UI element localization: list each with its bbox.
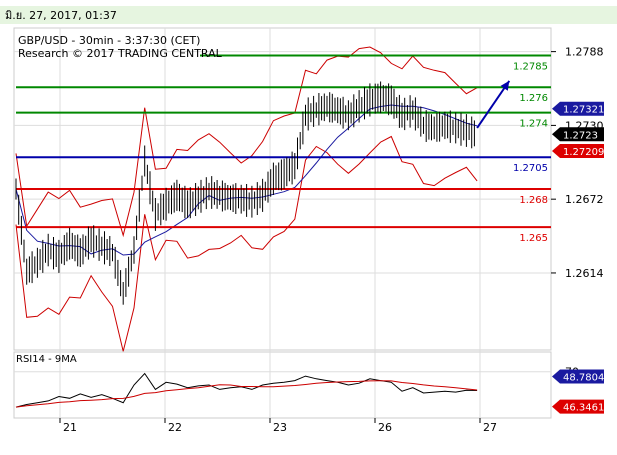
date-header-bar [0,6,617,24]
bollinger-upper-line [15,46,478,238]
chart-title: GBP/USD - 30min - 3:37:30 (CET) [18,34,200,47]
x-tick-label: 22 [168,421,182,434]
price-tag-upper-bg [552,101,604,116]
price-tag-current-text: 1.2723 [563,130,598,141]
price-tag-current-bg [552,127,604,142]
rsi-tag-lower-bg [552,399,604,414]
key-levels: 1.2785 1.276 1.274 1.2705 1.268 1.265 [16,54,551,244]
rsi-series [15,372,478,408]
forecast-arrow-head [500,80,510,91]
level-label: 1.2785 [513,61,548,72]
rsi-title: RSI14 - 9MA [16,354,77,365]
chart-subtitle: Research © 2017 TRADING CENTRAL [18,47,223,60]
date-header-text: มิ.ย. 27, 2017, 01:37 [5,9,117,22]
rsi-ma-line [15,380,478,408]
rsi-line [15,372,478,408]
x-tick-label: 23 [273,421,287,434]
price-tag-lower-bg [552,143,604,158]
level-label: 1.2705 [513,163,548,174]
rsi-tag-upper-text: 48.7804 [563,373,604,384]
y-tick-label: 1.2672 [565,193,604,206]
level-label: 1.265 [519,233,548,244]
level-label: 1.276 [519,93,548,104]
forecast-arrow-shaft [476,80,511,129]
level-label: 1.268 [519,195,548,206]
price-series [15,80,511,305]
level-label: 1.274 [519,119,548,130]
rsi-panel [13,351,552,419]
x-tick-label: 21 [63,421,77,434]
rsi-tag-lower-text: 46.3461 [563,403,604,414]
x-tick-label: 26 [378,421,392,434]
y-tick-label: 1.2788 [565,46,604,59]
price-tag-lower-text: 1.27209 [563,147,604,158]
x-tick-label: 27 [483,421,497,434]
y-tick-label: 1.2614 [565,267,604,280]
price-tags: 1.27321 1.2723 1.27209 48.7804 46.3461 [552,101,604,414]
rsi-tag-upper-bg [552,369,604,384]
price-tag-upper-text: 1.27321 [563,105,604,116]
